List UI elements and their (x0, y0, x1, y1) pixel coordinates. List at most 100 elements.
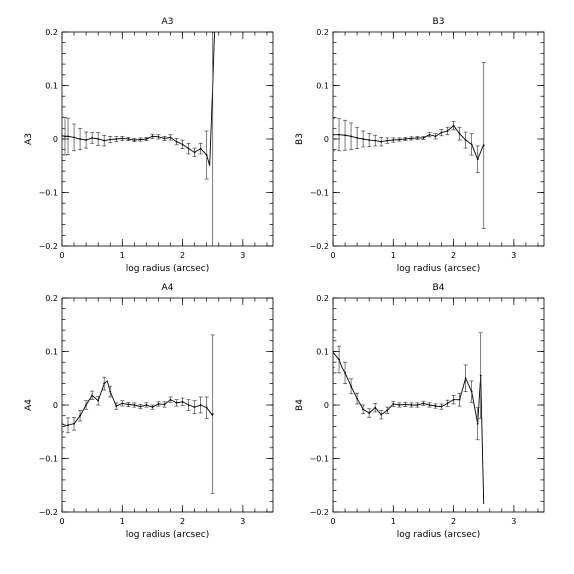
data-point (344, 372, 346, 374)
series-line (333, 352, 485, 504)
data-point (446, 402, 449, 405)
x-tick-label: 3 (240, 517, 245, 526)
x-tick-label: 1 (391, 251, 396, 260)
data-point (163, 137, 166, 140)
y-tick-label: −0.2 (39, 242, 58, 251)
data-point (464, 377, 467, 380)
y-tick-label: 0 (324, 401, 329, 410)
data-point (211, 413, 214, 415)
data-point (470, 143, 473, 146)
data-point (452, 124, 455, 127)
plot-frame (61, 31, 274, 247)
data-point (97, 138, 100, 140)
x-tick-label: 1 (120, 517, 125, 526)
x-tick-label: 0 (330, 517, 335, 526)
x-tick-label: 1 (391, 517, 396, 526)
x-tick-label: 2 (180, 517, 185, 526)
data-point (386, 139, 389, 142)
data-point (79, 414, 81, 417)
y-axis-label: A3 (24, 133, 34, 145)
x-tick-label: 1 (120, 251, 125, 260)
data-point (374, 406, 377, 409)
y-tick-label: −0.1 (39, 189, 58, 198)
series-line (62, 32, 215, 166)
data-point (422, 137, 425, 139)
data-point (121, 137, 124, 140)
data-point (362, 408, 365, 411)
y-tick-label: 0.1 (316, 82, 329, 91)
x-tick-label: 2 (451, 517, 456, 526)
y-tick-label: 0 (324, 135, 329, 144)
data-point (416, 404, 419, 406)
y-tick-label: −0.2 (310, 242, 329, 251)
data-point (434, 135, 437, 138)
y-tick-label: 0 (53, 135, 58, 144)
series-line (62, 380, 214, 426)
data-layer (333, 332, 485, 504)
data-point (392, 403, 395, 405)
x-tick-label: 0 (59, 517, 64, 526)
data-point (73, 136, 75, 139)
data-point (374, 139, 377, 142)
y-tick-label: −0.2 (39, 508, 58, 517)
y-axis-label: A4 (24, 399, 34, 411)
data-point (187, 404, 190, 406)
data-point (169, 136, 172, 139)
data-point (181, 143, 184, 146)
data-point (103, 139, 106, 142)
data-point (157, 135, 160, 138)
data-point (410, 137, 413, 140)
data-point (157, 403, 160, 405)
data-point (428, 404, 431, 406)
data-point (79, 138, 81, 140)
y-axis-label: B4 (295, 399, 305, 411)
data-point (91, 137, 94, 139)
data-point (115, 405, 118, 407)
panel-a3: A3 −0.2 −0.1 0 0.1 0.2 0 1 2 3 log radius (arcsec)… (24, 17, 274, 274)
data-point (193, 406, 196, 409)
data-point (434, 405, 437, 407)
data-point (333, 351, 334, 354)
y-tick-label: −0.2 (310, 508, 329, 517)
chart-title: A3 (162, 17, 174, 27)
x-tick-label: 3 (511, 251, 516, 260)
data-point (356, 137, 359, 139)
x-axis-label: log radius (arcsec) (397, 264, 480, 274)
data-point (91, 394, 94, 397)
data-point (410, 404, 413, 406)
data-point (103, 382, 106, 385)
panel-b3: B3 −0.2 −0.1 0 0.1 0.2 0 1 2 3 log radius (arcsec)… (295, 17, 545, 274)
data-point (368, 412, 371, 414)
data-point (139, 405, 142, 408)
data-point (446, 130, 449, 132)
x-tick-label: 2 (180, 251, 185, 260)
x-tick-label: 3 (240, 251, 245, 260)
data-point (479, 374, 482, 377)
x-tick-label: 3 (511, 517, 516, 526)
data-point (211, 32, 214, 33)
data-point (333, 133, 334, 136)
y-tick-label: 0.2 (316, 294, 329, 303)
data-point (62, 134, 63, 137)
data-point (199, 147, 202, 150)
data-point (398, 404, 401, 406)
data-point (151, 135, 154, 138)
data-point (97, 399, 100, 402)
data-point (145, 138, 148, 140)
data-point (380, 413, 383, 416)
series-line (333, 124, 485, 161)
data-point (440, 405, 443, 408)
data-point (440, 131, 443, 134)
chart-title: B3 (433, 17, 445, 27)
data-point (151, 406, 154, 409)
data-point (169, 398, 172, 401)
data-point (205, 154, 208, 156)
data-point (392, 139, 395, 141)
data-point (362, 138, 365, 140)
data-point (193, 151, 196, 154)
data-point (482, 144, 485, 147)
data-point (145, 404, 148, 406)
y-tick-label: −0.1 (310, 455, 329, 464)
x-axis-label: log radius (arcsec) (126, 530, 209, 540)
